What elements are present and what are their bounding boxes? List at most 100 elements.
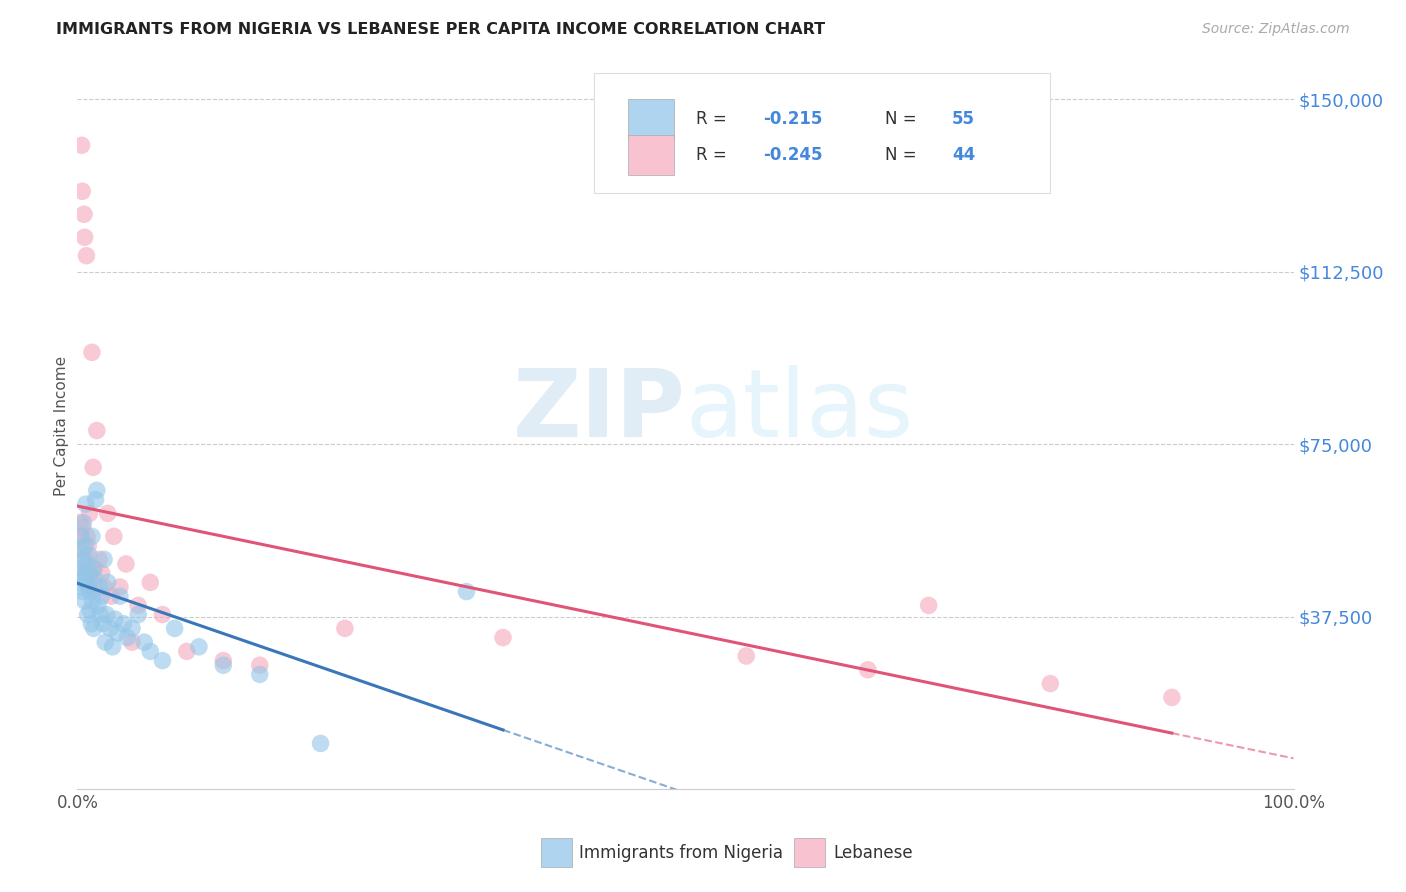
Point <box>69 516 91 530</box>
Point <box>121 635 143 649</box>
Text: ZIP: ZIP <box>513 366 686 458</box>
Point <box>163 621 186 635</box>
Point <box>1161 690 1184 705</box>
Point <box>115 557 138 571</box>
Point <box>79 507 101 521</box>
Point <box>77 580 100 594</box>
Point <box>70 138 93 153</box>
Point <box>90 566 112 581</box>
FancyBboxPatch shape <box>628 136 675 175</box>
Point <box>107 626 129 640</box>
Point <box>456 584 478 599</box>
Point <box>89 580 111 594</box>
Text: -0.245: -0.245 <box>763 146 823 164</box>
Point <box>80 345 103 359</box>
Point <box>100 589 122 603</box>
Point <box>82 594 104 608</box>
Point <box>856 663 879 677</box>
Point <box>735 648 758 663</box>
Point <box>104 612 127 626</box>
Point <box>249 658 271 673</box>
Point <box>84 584 107 599</box>
Point <box>77 580 100 594</box>
Point <box>96 607 118 622</box>
Point <box>94 635 117 649</box>
Text: Immigrants from Nigeria: Immigrants from Nigeria <box>579 844 783 862</box>
Point <box>98 621 121 635</box>
FancyBboxPatch shape <box>595 73 1050 194</box>
Point <box>115 631 138 645</box>
Point <box>75 552 97 566</box>
Point <box>69 580 91 594</box>
Point <box>176 644 198 658</box>
Point <box>72 516 94 530</box>
Point <box>80 584 103 599</box>
Point <box>76 561 98 575</box>
Y-axis label: Per Capita Income: Per Capita Income <box>53 356 69 496</box>
Point <box>75 575 97 590</box>
Point <box>139 575 162 590</box>
Point <box>91 616 114 631</box>
Text: 44: 44 <box>952 146 974 164</box>
Point <box>86 483 108 498</box>
Point <box>77 548 100 562</box>
Point <box>80 529 103 543</box>
Text: N =: N = <box>884 110 922 128</box>
Point <box>70 529 93 543</box>
Point <box>76 607 98 622</box>
Point <box>103 529 125 543</box>
Point <box>72 584 94 599</box>
Point <box>90 589 112 603</box>
Point <box>212 658 235 673</box>
Point <box>212 654 235 668</box>
Point <box>73 594 96 608</box>
Text: atlas: atlas <box>686 366 914 458</box>
Point <box>86 424 108 438</box>
Point <box>93 580 115 594</box>
Point <box>80 616 103 631</box>
Point <box>134 635 156 649</box>
Point <box>84 492 107 507</box>
Point <box>70 529 93 543</box>
Point <box>69 543 91 558</box>
Point <box>73 230 96 244</box>
Point <box>76 529 98 543</box>
Point <box>249 667 271 681</box>
Text: IMMIGRANTS FROM NIGERIA VS LEBANESE PER CAPITA INCOME CORRELATION CHART: IMMIGRANTS FROM NIGERIA VS LEBANESE PER … <box>56 22 825 37</box>
Point <box>72 520 94 534</box>
Point <box>1039 676 1062 690</box>
Point <box>70 566 93 581</box>
Point <box>89 607 111 622</box>
Point <box>75 249 97 263</box>
Point <box>83 621 105 635</box>
Point <box>918 599 941 613</box>
Point <box>188 640 211 654</box>
Point <box>70 552 93 566</box>
Point <box>70 184 93 198</box>
Point <box>112 616 135 631</box>
Point <box>82 561 104 575</box>
Point <box>108 580 131 594</box>
Point <box>73 571 96 585</box>
Point <box>75 566 97 581</box>
Text: Lebanese: Lebanese <box>834 844 914 862</box>
Point <box>67 561 90 575</box>
Point <box>75 497 97 511</box>
Point <box>309 736 332 750</box>
Text: Source: ZipAtlas.com: Source: ZipAtlas.com <box>1202 22 1350 37</box>
Text: R =: R = <box>696 146 733 164</box>
Point <box>127 607 149 622</box>
Point <box>80 571 103 585</box>
Point <box>121 621 143 635</box>
Point <box>82 460 104 475</box>
Point <box>87 599 110 613</box>
Point <box>73 207 96 221</box>
Point <box>75 539 97 553</box>
Point <box>76 557 98 571</box>
Point <box>89 552 111 566</box>
Point <box>79 566 101 581</box>
Point <box>77 539 100 553</box>
Point <box>139 644 162 658</box>
Point <box>333 621 356 635</box>
Point <box>152 607 174 622</box>
